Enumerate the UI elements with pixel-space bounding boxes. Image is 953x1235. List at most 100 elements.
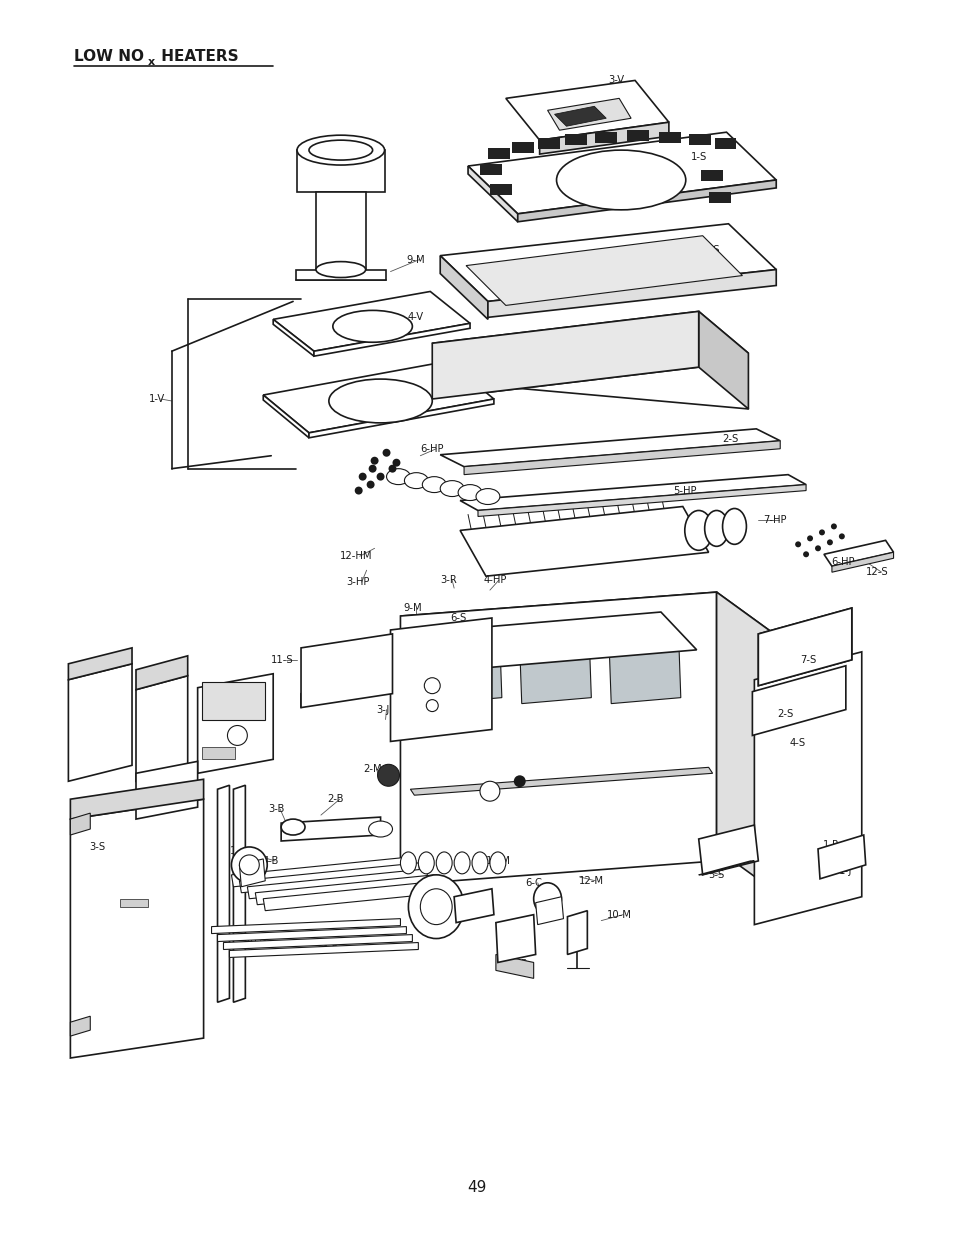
Ellipse shape [514, 776, 525, 787]
Ellipse shape [479, 782, 499, 802]
Text: 5-HP: 5-HP [672, 485, 696, 495]
Ellipse shape [439, 480, 463, 496]
Text: 2-J: 2-J [163, 705, 176, 715]
Text: 3-B: 3-B [268, 804, 284, 814]
Polygon shape [817, 835, 864, 879]
Ellipse shape [418, 852, 434, 874]
Polygon shape [233, 785, 245, 1003]
Polygon shape [136, 656, 188, 689]
Polygon shape [223, 935, 412, 950]
Text: 5-S: 5-S [708, 869, 724, 879]
Bar [595, 132, 617, 143]
Text: 7-M: 7-M [225, 751, 243, 761]
Polygon shape [239, 863, 420, 893]
Ellipse shape [806, 535, 812, 541]
Text: 13-M: 13-M [485, 856, 510, 866]
Polygon shape [468, 132, 776, 214]
Polygon shape [263, 881, 444, 910]
Polygon shape [309, 399, 494, 438]
Bar [708, 191, 730, 203]
Ellipse shape [426, 700, 437, 711]
Polygon shape [71, 813, 91, 835]
Ellipse shape [404, 473, 428, 489]
Ellipse shape [370, 457, 378, 464]
Ellipse shape [368, 821, 392, 837]
Bar [565, 135, 587, 146]
Polygon shape [295, 269, 385, 279]
Text: 9-M: 9-M [406, 254, 424, 264]
Polygon shape [823, 541, 893, 566]
Bar [201, 682, 265, 720]
Polygon shape [439, 224, 776, 301]
Ellipse shape [704, 510, 728, 546]
Polygon shape [466, 236, 741, 305]
Bar [487, 148, 509, 159]
Polygon shape [263, 361, 494, 432]
Bar [700, 170, 721, 182]
Bar [714, 138, 736, 149]
Polygon shape [400, 592, 774, 658]
Polygon shape [554, 106, 605, 126]
Polygon shape [315, 191, 365, 272]
Text: 2-B: 2-B [327, 794, 344, 804]
Ellipse shape [721, 509, 745, 545]
Ellipse shape [368, 464, 376, 473]
Ellipse shape [818, 530, 824, 535]
Ellipse shape [533, 883, 561, 915]
Ellipse shape [355, 487, 362, 494]
Polygon shape [496, 915, 535, 962]
Text: 4-B: 4-B [263, 856, 279, 866]
Text: 3-V: 3-V [607, 75, 623, 85]
Polygon shape [432, 311, 747, 385]
Text: 5-B: 5-B [447, 905, 464, 915]
Polygon shape [69, 648, 132, 679]
Text: x: x [148, 58, 155, 68]
Text: 1-S: 1-S [690, 152, 706, 162]
Polygon shape [296, 151, 384, 191]
Ellipse shape [476, 489, 499, 505]
Ellipse shape [281, 819, 305, 835]
Polygon shape [314, 324, 470, 356]
Polygon shape [535, 897, 563, 925]
Text: 3-S: 3-S [89, 842, 105, 852]
Text: 12-S: 12-S [865, 567, 888, 577]
Text: LOW NO: LOW NO [74, 49, 144, 64]
Polygon shape [454, 889, 494, 923]
Text: 3-J: 3-J [375, 705, 389, 715]
Bar [537, 138, 558, 149]
Text: 6-M: 6-M [202, 699, 221, 709]
Polygon shape [463, 441, 780, 474]
Text: 6-B: 6-B [511, 960, 527, 969]
Text: 4-S: 4-S [789, 739, 805, 748]
Bar [201, 747, 235, 760]
Polygon shape [716, 592, 774, 890]
Text: 1-B: 1-B [322, 946, 338, 956]
Ellipse shape [296, 135, 384, 165]
Text: 6-C: 6-C [525, 878, 541, 888]
Ellipse shape [472, 852, 487, 874]
Ellipse shape [382, 448, 390, 457]
Ellipse shape [436, 852, 452, 874]
Ellipse shape [400, 852, 416, 874]
Polygon shape [439, 429, 780, 467]
Text: HEATERS: HEATERS [155, 49, 238, 64]
Bar [659, 132, 680, 143]
Polygon shape [698, 825, 758, 874]
Text: 4-V: 4-V [407, 312, 423, 322]
Polygon shape [430, 642, 501, 704]
Text: 7-B: 7-B [410, 902, 426, 911]
Polygon shape [197, 674, 273, 773]
Ellipse shape [408, 874, 463, 939]
Polygon shape [400, 592, 716, 884]
Polygon shape [301, 634, 392, 708]
Polygon shape [609, 642, 680, 704]
Polygon shape [547, 99, 631, 130]
Polygon shape [439, 256, 487, 320]
Text: 2-M: 2-M [363, 764, 381, 774]
Text: 6-HP: 6-HP [830, 557, 854, 567]
Ellipse shape [315, 262, 365, 278]
Polygon shape [390, 618, 492, 741]
Polygon shape [468, 165, 517, 222]
Ellipse shape [377, 764, 399, 787]
Text: 11-S: 11-S [271, 655, 294, 664]
